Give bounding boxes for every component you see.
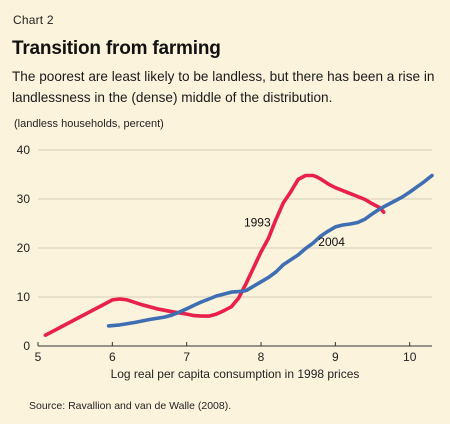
x-tick-label: 5 (35, 350, 42, 364)
series-label-2004: 2004 (318, 235, 345, 249)
x-tick-label: 6 (109, 350, 116, 364)
y-tick-label: 20 (17, 241, 31, 255)
y-tick-label: 10 (17, 290, 31, 304)
x-tick-label: 9 (332, 350, 339, 364)
x-tick-label: 10 (403, 350, 417, 364)
x-axis-title: Log real per capita consumption in 1998 … (111, 367, 360, 381)
y-axis-unit-label: (landless households, percent) (14, 118, 164, 130)
chart-title: Transition from farming (12, 38, 221, 59)
x-tick-label: 8 (258, 350, 265, 364)
chart-subtitle: The poorest are least likely to be landl… (12, 69, 435, 105)
x-tick-label: 7 (183, 350, 190, 364)
chart-number-label: Chart 2 (13, 13, 54, 27)
series-label-1993: 1993 (244, 216, 271, 230)
series-line-2004 (106, 173, 434, 328)
y-tick-label: 40 (17, 143, 31, 157)
y-tick-label: 0 (23, 339, 30, 353)
source-note: Source: Ravallion and van de Walle (2008… (29, 400, 232, 412)
y-tick-label: 30 (17, 192, 31, 206)
series-line-1993 (43, 173, 386, 337)
